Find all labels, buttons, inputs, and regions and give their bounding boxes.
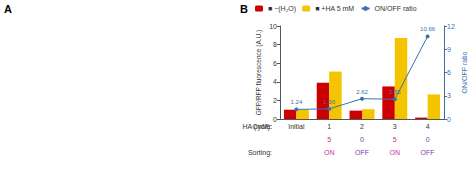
svg-text:2.62: 2.62 — [356, 89, 368, 95]
svg-text:0: 0 — [447, 116, 451, 123]
svg-text:6: 6 — [273, 60, 277, 67]
svg-text:ON/OFF ratio: ON/OFF ratio — [461, 51, 468, 93]
svg-text:HA (mM):: HA (mM): — [242, 123, 272, 131]
svg-text:1: 1 — [327, 123, 331, 130]
svg-text:5: 5 — [327, 136, 331, 143]
svg-text:5: 5 — [393, 136, 397, 143]
svg-text:2: 2 — [273, 97, 277, 104]
svg-text:2: 2 — [360, 123, 364, 130]
svg-text:4: 4 — [273, 78, 277, 85]
svg-text:3: 3 — [393, 123, 397, 130]
svg-text:Initial: Initial — [288, 123, 305, 130]
svg-text:A: A — [4, 3, 12, 15]
svg-text:4: 4 — [426, 123, 430, 130]
svg-text:10.66: 10.66 — [420, 26, 436, 32]
svg-text:12: 12 — [447, 23, 455, 30]
svg-text:0: 0 — [360, 136, 364, 143]
svg-text:3: 3 — [447, 92, 451, 99]
svg-text:OFF: OFF — [355, 149, 369, 156]
svg-text:Sorting:: Sorting: — [248, 149, 272, 157]
svg-text:ON: ON — [324, 149, 335, 156]
svg-text:0: 0 — [273, 116, 277, 123]
svg-text:9: 9 — [447, 46, 451, 53]
svg-text:8: 8 — [273, 41, 277, 48]
svg-text:■ −(H₂O): ■ −(H₂O) — [268, 5, 296, 13]
svg-text:10: 10 — [269, 23, 277, 30]
svg-text:■ +HA 5 mM: ■ +HA 5 mM — [315, 5, 354, 12]
svg-text:1.30: 1.30 — [323, 99, 335, 105]
svg-text:1.24: 1.24 — [291, 99, 303, 105]
svg-text:ON/OFF ratio: ON/OFF ratio — [375, 5, 417, 12]
svg-text:B: B — [240, 3, 248, 15]
svg-text:2.55: 2.55 — [389, 89, 401, 95]
svg-text:ON: ON — [390, 149, 401, 156]
svg-text:OFF: OFF — [421, 149, 435, 156]
svg-text:0: 0 — [426, 136, 430, 143]
svg-text:GFP/RFP fluorescence (A.U.): GFP/RFP fluorescence (A.U.) — [255, 30, 263, 116]
svg-text:6: 6 — [447, 69, 451, 76]
